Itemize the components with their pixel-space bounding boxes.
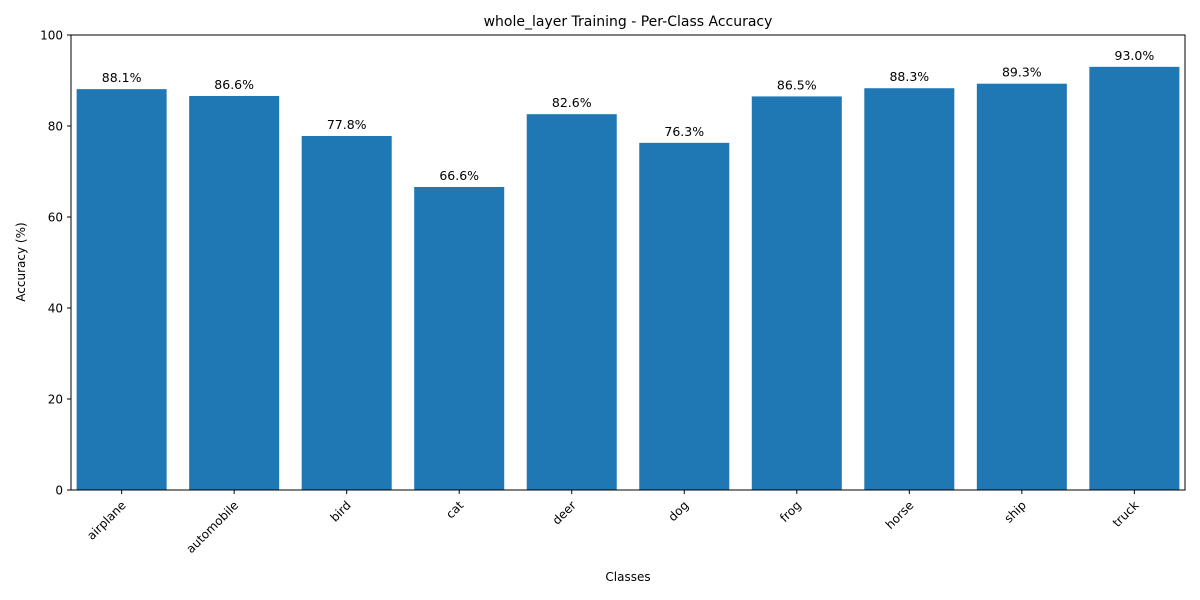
bar-cat bbox=[414, 186, 505, 490]
x-tick-label-bird: bird bbox=[327, 498, 353, 524]
y-tick-label-0: 0 bbox=[55, 484, 63, 498]
chart-title: whole_layer Training - Per-Class Accurac… bbox=[484, 14, 773, 30]
data-label-automobile: 86.6% bbox=[214, 77, 254, 92]
x-tick-label-horse: horse bbox=[883, 498, 917, 532]
x-tick-label-airplane: airplane bbox=[84, 498, 128, 542]
x-axis-label: Classes bbox=[605, 570, 650, 584]
data-labels-layer: 88.1% 86.6% 77.8% 66.6% 82.6% 76.3% 86.5% 88.3%… bbox=[102, 48, 1155, 183]
bar-automobile bbox=[189, 95, 280, 490]
y-tick-label-80: 80 bbox=[48, 120, 63, 134]
data-label-bird: 77.8% bbox=[327, 117, 367, 132]
data-label-truck: 93.0% bbox=[1115, 48, 1155, 63]
bar-frog bbox=[751, 96, 842, 491]
bar-horse bbox=[864, 88, 955, 491]
data-label-horse: 88.3% bbox=[889, 69, 929, 84]
x-tick-label-automobile: automobile bbox=[183, 498, 241, 556]
x-tick-label-dog: dog bbox=[666, 498, 692, 524]
data-label-ship: 89.3% bbox=[1002, 65, 1042, 80]
x-axis: airplane automobile bird cat deer dog frog hors… bbox=[84, 490, 1142, 556]
x-tick-label-cat: cat bbox=[443, 498, 466, 521]
y-axis: 0 20 40 60 80 100 bbox=[40, 29, 71, 498]
y-tick-label-40: 40 bbox=[48, 302, 63, 316]
bar-airplane bbox=[76, 89, 167, 491]
data-label-cat: 66.6% bbox=[439, 168, 479, 183]
x-tick-label-truck: truck bbox=[1110, 498, 1142, 530]
data-label-deer: 82.6% bbox=[552, 95, 592, 110]
x-tick-label-deer: deer bbox=[550, 498, 579, 527]
bar-ship bbox=[976, 83, 1067, 490]
bar-deer bbox=[526, 114, 617, 491]
y-tick-label-100: 100 bbox=[40, 29, 63, 43]
bars-layer bbox=[76, 66, 1180, 491]
data-label-airplane: 88.1% bbox=[102, 70, 142, 85]
bar-truck bbox=[1089, 66, 1180, 490]
x-tick-label-frog: frog bbox=[777, 498, 804, 525]
data-label-dog: 76.3% bbox=[664, 124, 704, 139]
x-tick-label-ship: ship bbox=[1002, 498, 1029, 525]
bar-bird bbox=[301, 136, 392, 490]
y-tick-label-20: 20 bbox=[48, 393, 63, 407]
plot-frame bbox=[70, 34, 1186, 491]
y-axis-label: Accuracy (%) bbox=[14, 222, 28, 301]
bar-dog bbox=[639, 142, 730, 490]
data-label-frog: 86.5% bbox=[777, 77, 817, 92]
y-tick-label-60: 60 bbox=[48, 211, 63, 225]
